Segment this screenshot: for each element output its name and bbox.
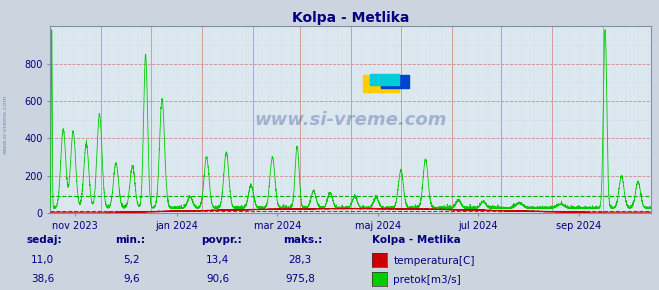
Text: maks.:: maks.: [283,235,323,245]
Text: 38,6: 38,6 [31,274,55,284]
Text: www.si-vreme.com: www.si-vreme.com [254,110,447,129]
Text: 5,2: 5,2 [123,255,140,265]
Text: 90,6: 90,6 [206,274,229,284]
Text: www.si-vreme.com: www.si-vreme.com [3,95,8,155]
Text: 13,4: 13,4 [206,255,229,265]
Bar [362,75,399,92]
Bar [381,75,409,88]
Text: min.:: min.: [115,235,146,245]
Text: sedaj:: sedaj: [26,235,62,245]
Text: povpr.:: povpr.: [201,235,242,245]
Text: Kolpa - Metlika: Kolpa - Metlika [372,235,461,245]
Text: pretok[m3/s]: pretok[m3/s] [393,275,461,285]
Title: Kolpa - Metlika: Kolpa - Metlika [292,11,409,25]
Text: 9,6: 9,6 [123,274,140,284]
Text: 11,0: 11,0 [31,255,55,265]
Text: 975,8: 975,8 [285,274,315,284]
Text: 28,3: 28,3 [288,255,312,265]
Text: temperatura[C]: temperatura[C] [393,256,475,266]
Bar [370,74,399,85]
